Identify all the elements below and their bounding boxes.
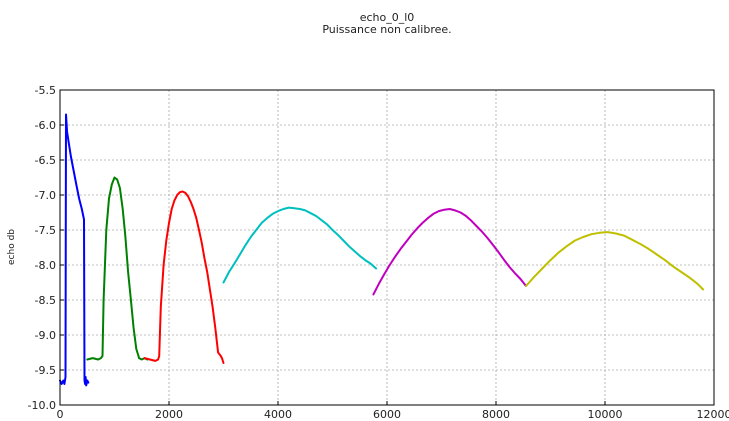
y-tick-label: -7.0 xyxy=(35,189,56,202)
x-tick-label: 12000 xyxy=(697,408,729,421)
series-line-4 xyxy=(222,206,378,284)
series-line-6 xyxy=(525,231,705,291)
chart-title-block: echo_0_l0 Puissance non calibree. xyxy=(60,12,714,36)
y-tick-label: -8.5 xyxy=(35,294,56,307)
x-tick-label: 6000 xyxy=(373,408,401,421)
axis-ticks: 0 2000 4000 6000 8000 10000 12000 -10.0 -9.5 -9.0… xyxy=(28,84,729,421)
y-tick-label: -5.5 xyxy=(35,84,56,97)
series-line-5 xyxy=(372,208,527,296)
y-tick-label: -7.5 xyxy=(35,224,56,237)
y-tick-label: -6.0 xyxy=(35,119,56,132)
series-line-3 xyxy=(143,190,225,364)
y-tick-label: -8.0 xyxy=(35,259,56,272)
y-tick-label: -9.5 xyxy=(35,364,56,377)
x-tick-label: 10000 xyxy=(588,408,623,421)
y-tick-label: -9.0 xyxy=(35,329,56,342)
chart-title: echo_0_l0 xyxy=(359,11,415,24)
series-line-2 xyxy=(86,176,149,361)
x-tick-label: 8000 xyxy=(482,408,510,421)
y-axis-label: echo db xyxy=(7,229,17,265)
x-tick-label: 4000 xyxy=(264,408,292,421)
series-group xyxy=(59,113,705,387)
x-tick-label: 0 xyxy=(57,408,64,421)
series-line-1 xyxy=(59,113,90,387)
chart-subtitle: Puissance non calibree. xyxy=(322,23,452,36)
x-tick-label: 2000 xyxy=(155,408,183,421)
y-tick-label: -10.0 xyxy=(28,399,56,412)
grid xyxy=(59,89,715,406)
y-tick-label: -6.5 xyxy=(35,154,56,167)
